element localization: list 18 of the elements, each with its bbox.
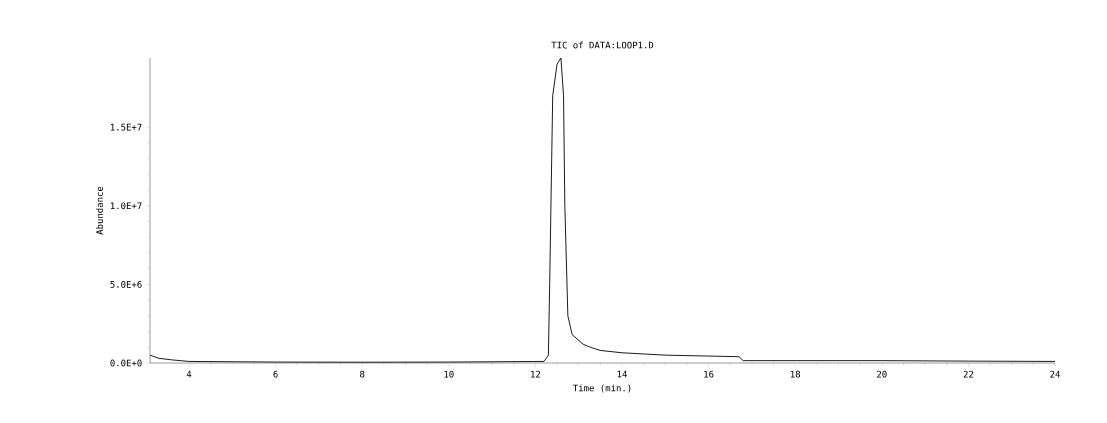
y-tick-label: 1.5E+7 [110,123,142,131]
x-tick-label: 24 [1050,370,1060,378]
y-tick-label: 1.0E+7 [110,202,142,210]
y-axis-title: Abundance [96,186,103,235]
y-tick-label: 0.0E+0 [110,359,142,367]
x-tick-label: 16 [704,370,714,378]
chart-title: TIC of DATA:LOOP1.D [551,41,654,49]
x-tick-label: 14 [617,370,627,378]
x-tick-label: 18 [790,370,801,378]
x-tick-label: 10 [444,370,454,378]
x-tick-label: 6 [273,370,278,378]
x-tick-label: 4 [186,370,192,378]
y-tick-label: 5.0E+6 [110,281,142,288]
x-tick-label: 8 [360,370,365,378]
x-tick-label: 12 [531,370,541,378]
x-tick-label: 22 [963,370,974,378]
x-axis-title: Time (min.) [573,384,631,393]
x-tick-label: 20 [877,370,887,378]
